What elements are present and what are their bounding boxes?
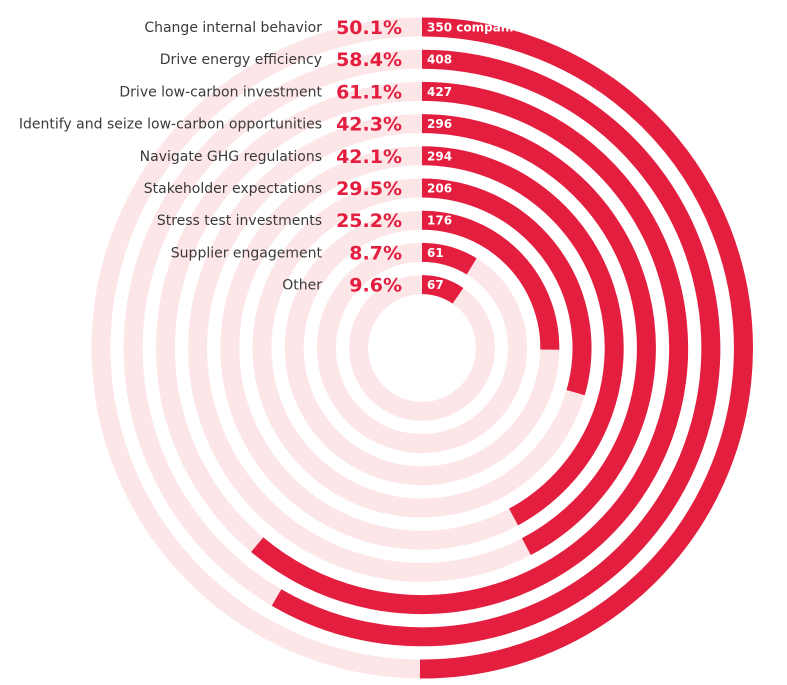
bar-arc-identify-and-seize-low-carbon-opportunities (421, 114, 656, 556)
category-label-drive-energy-efficiency: Drive energy efficiency (160, 52, 322, 68)
bar-arc-supplier-engagement (421, 242, 477, 275)
bar-arc-navigate-ghg-regulations (421, 146, 624, 526)
pct-label-change-internal-behavior: 50.1% (336, 17, 402, 39)
bar-arcs (251, 17, 753, 679)
category-label-change-internal-behavior: Change internal behavior (144, 20, 322, 36)
count-label-drive-energy-efficiency: 408 (427, 53, 452, 67)
count-label-drive-low-carbon-investment: 427 (427, 85, 452, 99)
category-label-identify-and-seize-low-carbon-opportunities: Identify and seize low-carbon opportunit… (19, 117, 322, 133)
pct-label-navigate-ghg-regulations: 42.1% (336, 146, 402, 168)
pct-label-identify-and-seize-low-carbon-opportunities: 42.3% (336, 114, 402, 136)
count-label-other: 67 (427, 278, 444, 292)
category-labels: 350 companies 50.1% Change internal behavi… (19, 17, 529, 297)
category-label-drive-low-carbon-investment: Drive low-carbon investment (119, 84, 322, 100)
bar-arc-drive-energy-efficiency (271, 49, 721, 647)
category-label-other: Other (282, 278, 322, 294)
bar-arc-change-internal-behavior (419, 17, 753, 679)
category-label-stakeholder-expectations: Stakeholder expectations (144, 181, 322, 197)
track-ring-other (349, 275, 495, 421)
bar-arc-drive-low-carbon-investment (251, 81, 689, 615)
pct-label-supplier-engagement: 8.7% (349, 242, 402, 264)
bar-arc-other (421, 275, 464, 304)
count-label-identify-and-seize-low-carbon-opportunities: 296 (427, 117, 452, 131)
bar-arc-stakeholder-expectations (421, 178, 592, 396)
count-label-supplier-engagement: 61 (427, 246, 444, 260)
count-label-navigate-ghg-regulations: 294 (427, 149, 452, 163)
pct-label-drive-low-carbon-investment: 61.1% (336, 81, 402, 103)
pct-label-other: 9.6% (349, 275, 402, 297)
count-label-stress-test-investments: 176 (427, 214, 452, 228)
category-label-supplier-engagement: Supplier engagement (171, 245, 323, 261)
category-label-stress-test-investments: Stress test investments (157, 213, 322, 229)
pct-label-drive-energy-efficiency: 58.4% (336, 49, 402, 71)
pct-label-stakeholder-expectations: 29.5% (336, 178, 402, 200)
bar-arc-stress-test-investments (421, 210, 560, 350)
count-label-stakeholder-expectations: 206 (427, 182, 452, 196)
count-label-change-internal-behavior: 350 companies (427, 21, 529, 35)
category-label-navigate-ghg-regulations: Navigate GHG regulations (140, 149, 322, 165)
pct-label-stress-test-investments: 25.2% (336, 210, 402, 232)
